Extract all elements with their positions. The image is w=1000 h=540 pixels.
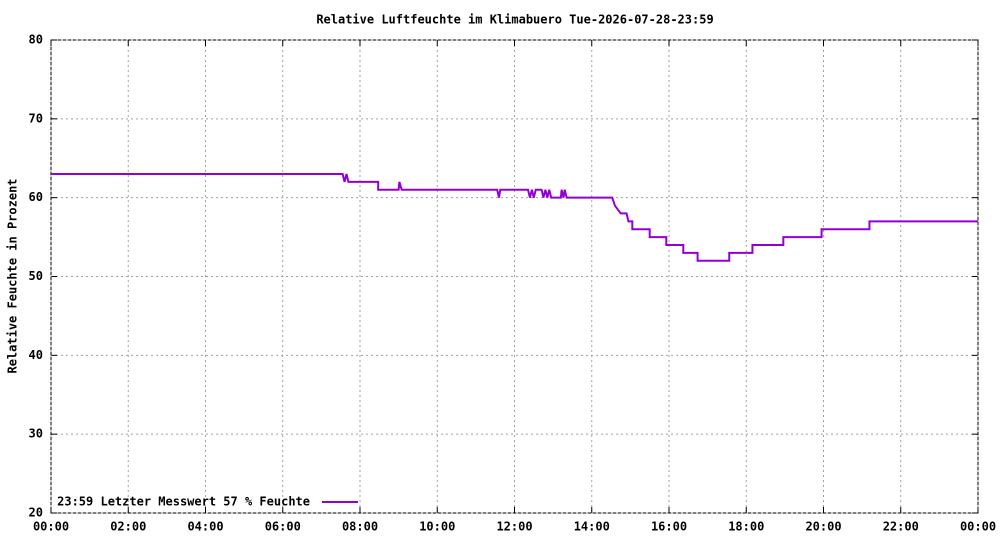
legend-label: 23:59 Letzter Messwert 57 % Feuchte <box>57 495 310 509</box>
y-tick-label: 30 <box>29 427 43 441</box>
x-tick-label: 02:00 <box>110 520 146 534</box>
y-tick-label: 50 <box>29 269 43 283</box>
y-tick-label: 80 <box>29 33 43 47</box>
x-tick-label: 06:00 <box>265 520 301 534</box>
x-tick-label: 10:00 <box>419 520 455 534</box>
y-tick-label: 70 <box>29 111 43 125</box>
x-tick-label: 22:00 <box>883 520 919 534</box>
x-tick-label: 14:00 <box>574 520 610 534</box>
x-tick-label: 16:00 <box>651 520 687 534</box>
x-tick-label: 04:00 <box>187 520 223 534</box>
x-tick-label: 20:00 <box>805 520 841 534</box>
data-line <box>51 173 978 262</box>
y-tick-label: 60 <box>29 190 43 204</box>
y-axis-label: Relative Feuchte in Prozent <box>6 178 20 373</box>
x-tick-label: 18:00 <box>728 520 764 534</box>
y-tick-label: 20 <box>29 506 43 520</box>
x-tick-label: 00:00 <box>33 520 69 534</box>
chart-title: Relative Luftfeuchte im Klimabuero Tue-2… <box>316 13 713 27</box>
x-tick-label: 12:00 <box>496 520 532 534</box>
x-tick-label: 08:00 <box>342 520 378 534</box>
x-tick-label: 00:00 <box>960 520 996 534</box>
y-tick-label: 40 <box>29 348 43 362</box>
